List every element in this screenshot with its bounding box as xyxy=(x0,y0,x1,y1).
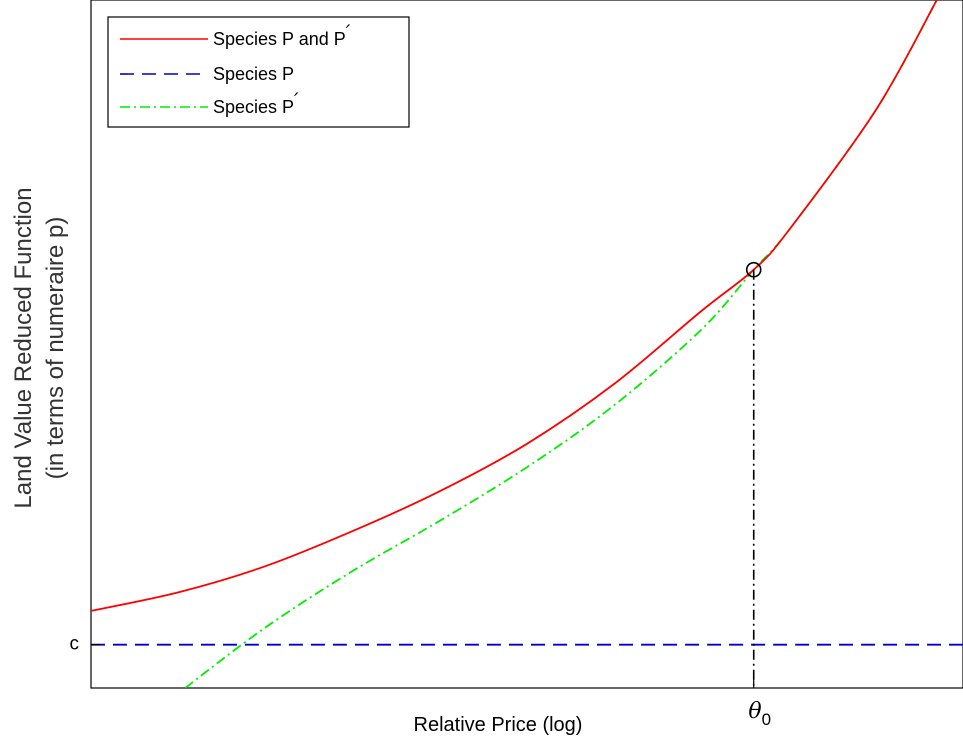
legend-box xyxy=(107,16,410,128)
y-tick-label-c: c xyxy=(70,634,80,655)
legend-label-pprime: Species P′ xyxy=(213,88,299,117)
series-line-species-p-and-pprime xyxy=(91,0,938,612)
legend: Species P and P′ Species P Species P′ xyxy=(107,16,410,128)
legend-label-pp: Species P and P′ xyxy=(213,20,351,49)
y-axis-title-line1: Land Value Reduced Function xyxy=(10,187,37,508)
series-layer xyxy=(91,0,963,688)
y-axis-title-line2: (in terms of numeraire p) xyxy=(42,217,69,480)
legend-label-p: Species P xyxy=(213,64,294,84)
intersection-marker xyxy=(745,261,762,278)
x-tick-label-theta0: θ0 xyxy=(748,699,771,729)
series-line-species-pprime xyxy=(184,0,938,688)
x-axis-title: Relative Price (log) xyxy=(414,714,583,736)
